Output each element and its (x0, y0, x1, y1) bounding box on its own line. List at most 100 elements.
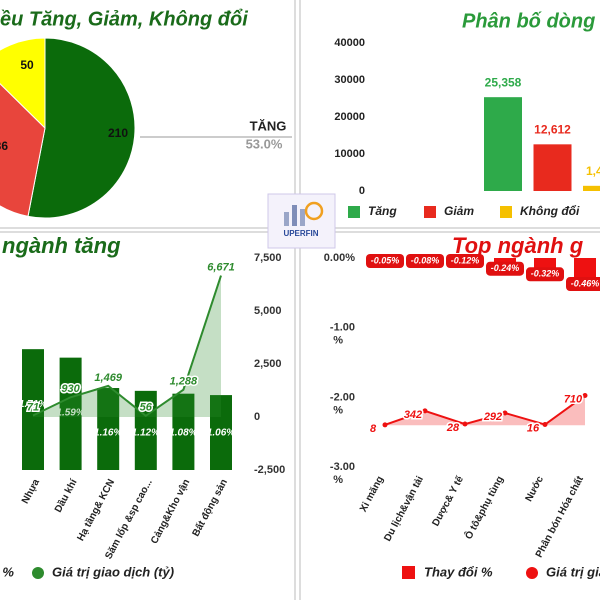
legend-swatch (424, 206, 436, 218)
y-tick-label: 10000 (334, 148, 365, 160)
legend-swatch (526, 567, 538, 579)
x-tick-label: Cảng&Kho vận (149, 477, 192, 545)
callout-percent: 53.0% (246, 136, 283, 151)
line-label: 6,671 (207, 261, 235, 273)
line-area (33, 275, 221, 417)
callout-category: TĂNG (250, 118, 287, 133)
value-label: -0.12% (451, 255, 480, 265)
line-label: 1,288 (170, 376, 198, 388)
line-label: 710 (564, 393, 583, 405)
gainers-panel: ngành tăng -2,500 0 2,500 5,000 7,500 Nhựa Dầu … (0, 233, 285, 580)
value-label: 12,612 (534, 123, 571, 137)
y2-tick-label: 0 (254, 411, 260, 423)
y2-tick-label: 2,500 (254, 358, 282, 370)
value-label: 1.12% (132, 428, 160, 439)
x-tick-label: Hạ tầng& KCN (74, 477, 117, 543)
y-tick-label: 20000 (334, 111, 365, 123)
value-label-box (526, 267, 564, 282)
chart-title: Top ngành g (452, 233, 584, 258)
line (32, 275, 222, 418)
logo-icon (284, 212, 289, 226)
line-point (462, 421, 468, 427)
line (384, 394, 586, 426)
logo-icon (292, 205, 297, 226)
pie-slice (0, 37, 46, 130)
bar-panel: Phân bố dòng 0 10000 20000 30000 40000 25,358 T… (334, 10, 600, 218)
chart-title: ngành tăng (2, 233, 121, 258)
pie-panel: ều Tăng, Giảm, Không đổi 210 136 50 TĂNG 53.0… (0, 8, 292, 219)
value-label-box (406, 254, 444, 268)
bar (22, 349, 44, 470)
pie-slice (27, 37, 136, 219)
value-label: 25,358 (485, 75, 522, 89)
y-tick-label: 0.00% (324, 252, 355, 264)
panel-frame (0, 0, 296, 229)
y-tick-label: 0 (359, 185, 365, 197)
value-label: 1.71% (19, 399, 47, 410)
legend-swatch (402, 566, 415, 579)
line-label: 71 (27, 401, 39, 413)
line-label: 930 (61, 383, 80, 395)
x-tick-label: Bất động sản (190, 477, 230, 539)
y-tick-label: -2.00% (330, 391, 355, 416)
line-label: 8 (370, 423, 377, 435)
value-label-box (446, 254, 484, 268)
y-tick-label: 40000 (334, 37, 365, 49)
line-label: 1,469 (94, 372, 122, 384)
bar (210, 395, 232, 470)
x-tick-label: Nước (524, 474, 547, 504)
value-label-box (566, 277, 600, 292)
value-label: 1.06% (207, 428, 235, 439)
legend-label: Thay đổi % (0, 564, 14, 579)
legend-label: Thay đổi % (424, 564, 493, 579)
x-tick-label: Dược& Y tế (430, 474, 467, 529)
slice-label: 50 (20, 58, 34, 72)
x-tick-label: Nhựa (20, 477, 42, 506)
legend-swatch (348, 206, 360, 218)
bar (97, 388, 120, 470)
y-tick-label: -3.00% (330, 461, 355, 486)
line-label: 292 (483, 411, 502, 423)
x-tick-label: Xi măng (358, 474, 386, 514)
line-point (422, 408, 428, 414)
line-point (382, 422, 388, 428)
logo-icon (304, 201, 324, 221)
pie-slice (0, 83, 46, 217)
legend-swatch (32, 567, 44, 579)
line-area (385, 395, 585, 426)
y2-tick-label: 7,500 (254, 252, 282, 264)
value-label: -0.32% (531, 269, 560, 279)
bar (533, 144, 572, 191)
legend-label: Tăng (368, 204, 397, 218)
value-label: 1.59% (56, 407, 84, 418)
line-label: 28 (446, 422, 460, 434)
logo: UPERFIN (267, 193, 336, 249)
line-point (582, 393, 588, 399)
legend-label: Giá trị giao dịch (tỷ) (52, 564, 174, 579)
value-label: -0.46% (571, 278, 600, 288)
x-tick-label: Dầu khí (52, 476, 80, 515)
value-label: 1.16% (94, 428, 122, 439)
panel-frame (299, 0, 600, 229)
chart-title: Phân bố dòng (462, 10, 595, 32)
bar (583, 185, 600, 191)
slice-label: 136 (0, 139, 8, 153)
line-label: 16 (527, 422, 540, 434)
value-label: -0.24% (491, 263, 520, 273)
bar (172, 393, 195, 470)
value-label: -0.05% (371, 255, 400, 265)
y2-tick-label: -2,500 (254, 464, 285, 476)
value-label: -0.08% (411, 255, 440, 265)
y-tick-label: 30000 (334, 74, 365, 86)
chart-title: ều Tăng, Giảm, Không đổi (0, 8, 248, 30)
x-tick-label: Du lịch&vận tải (382, 474, 426, 543)
line-label: 56 (140, 402, 153, 414)
value-label-box (486, 261, 524, 276)
value-label: 1,400 (586, 164, 600, 178)
x-tick-label: Ô tô&phụ tùng (462, 474, 506, 542)
value-label: 1.08% (169, 428, 197, 439)
legend-label: Giá trị giao dịch (tỷ) (546, 564, 600, 579)
logo-icon (300, 209, 305, 226)
